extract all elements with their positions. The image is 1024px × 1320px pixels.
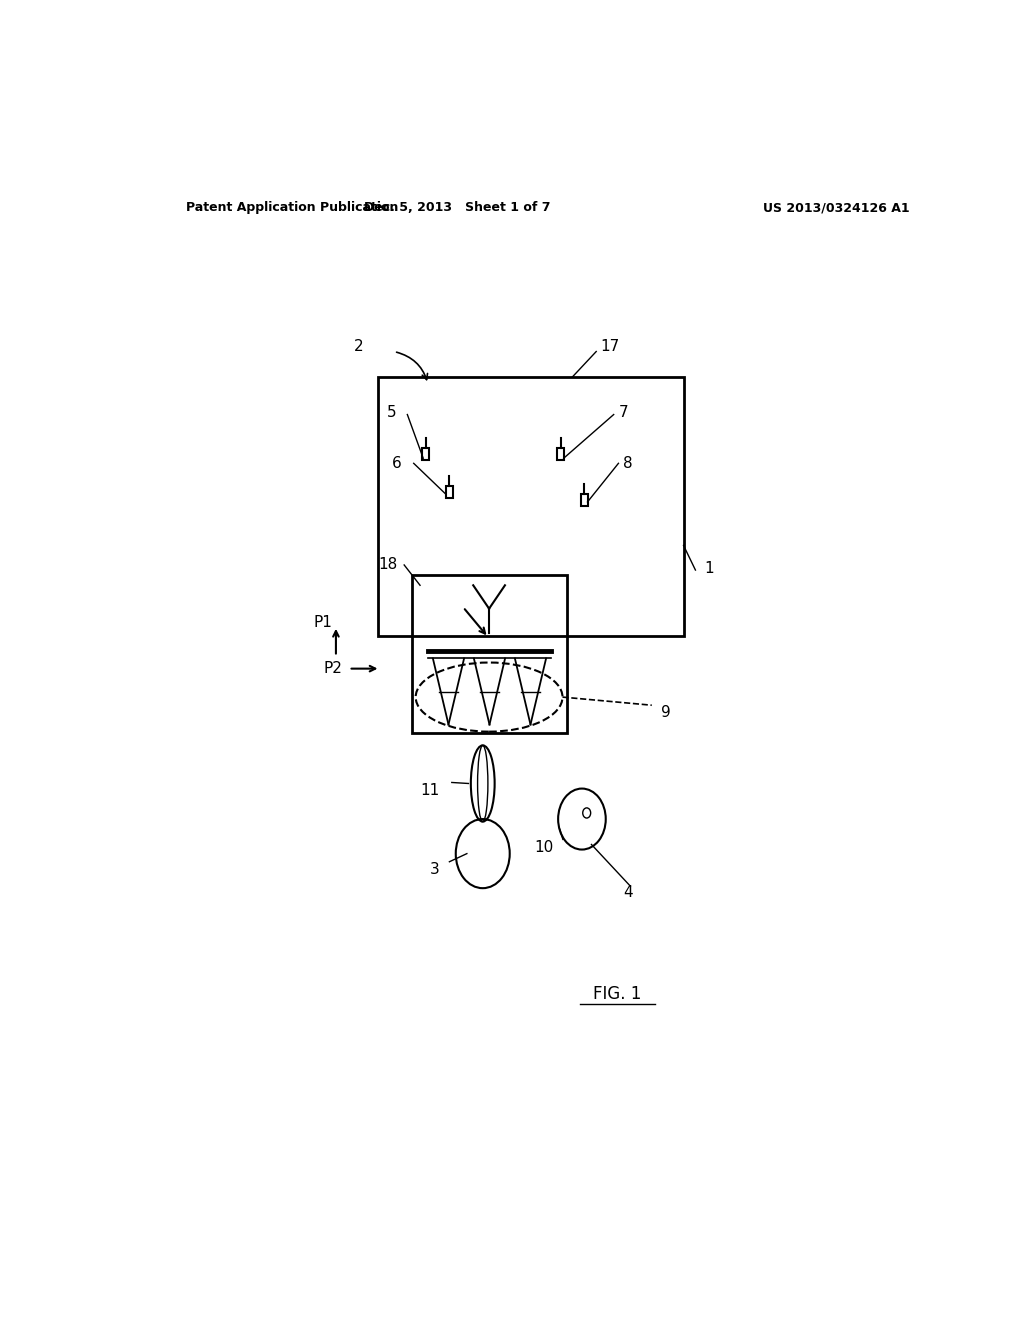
Bar xyxy=(581,494,588,506)
Text: Dec. 5, 2013   Sheet 1 of 7: Dec. 5, 2013 Sheet 1 of 7 xyxy=(365,201,551,214)
Text: 7: 7 xyxy=(618,405,628,420)
Bar xyxy=(557,447,564,461)
Text: 17: 17 xyxy=(600,339,620,354)
Text: 10: 10 xyxy=(535,840,553,855)
Bar xyxy=(445,486,453,498)
Bar xyxy=(422,447,429,461)
Bar xyxy=(378,378,684,636)
Text: 3: 3 xyxy=(429,862,439,878)
Text: 9: 9 xyxy=(662,705,671,719)
Text: 18: 18 xyxy=(379,557,397,573)
Text: 1: 1 xyxy=(705,561,714,576)
Text: 2: 2 xyxy=(354,339,364,354)
Text: US 2013/0324126 A1: US 2013/0324126 A1 xyxy=(763,201,909,214)
Text: 5: 5 xyxy=(387,405,396,420)
Text: Patent Application Publication: Patent Application Publication xyxy=(186,201,398,214)
Text: 8: 8 xyxy=(624,455,633,471)
Text: P2: P2 xyxy=(324,661,342,676)
Text: 4: 4 xyxy=(624,884,633,900)
Text: 11: 11 xyxy=(421,783,440,799)
Text: FIG. 1: FIG. 1 xyxy=(594,985,642,1003)
Text: 6: 6 xyxy=(392,455,401,471)
Text: P1: P1 xyxy=(314,615,333,631)
Bar xyxy=(412,576,567,733)
